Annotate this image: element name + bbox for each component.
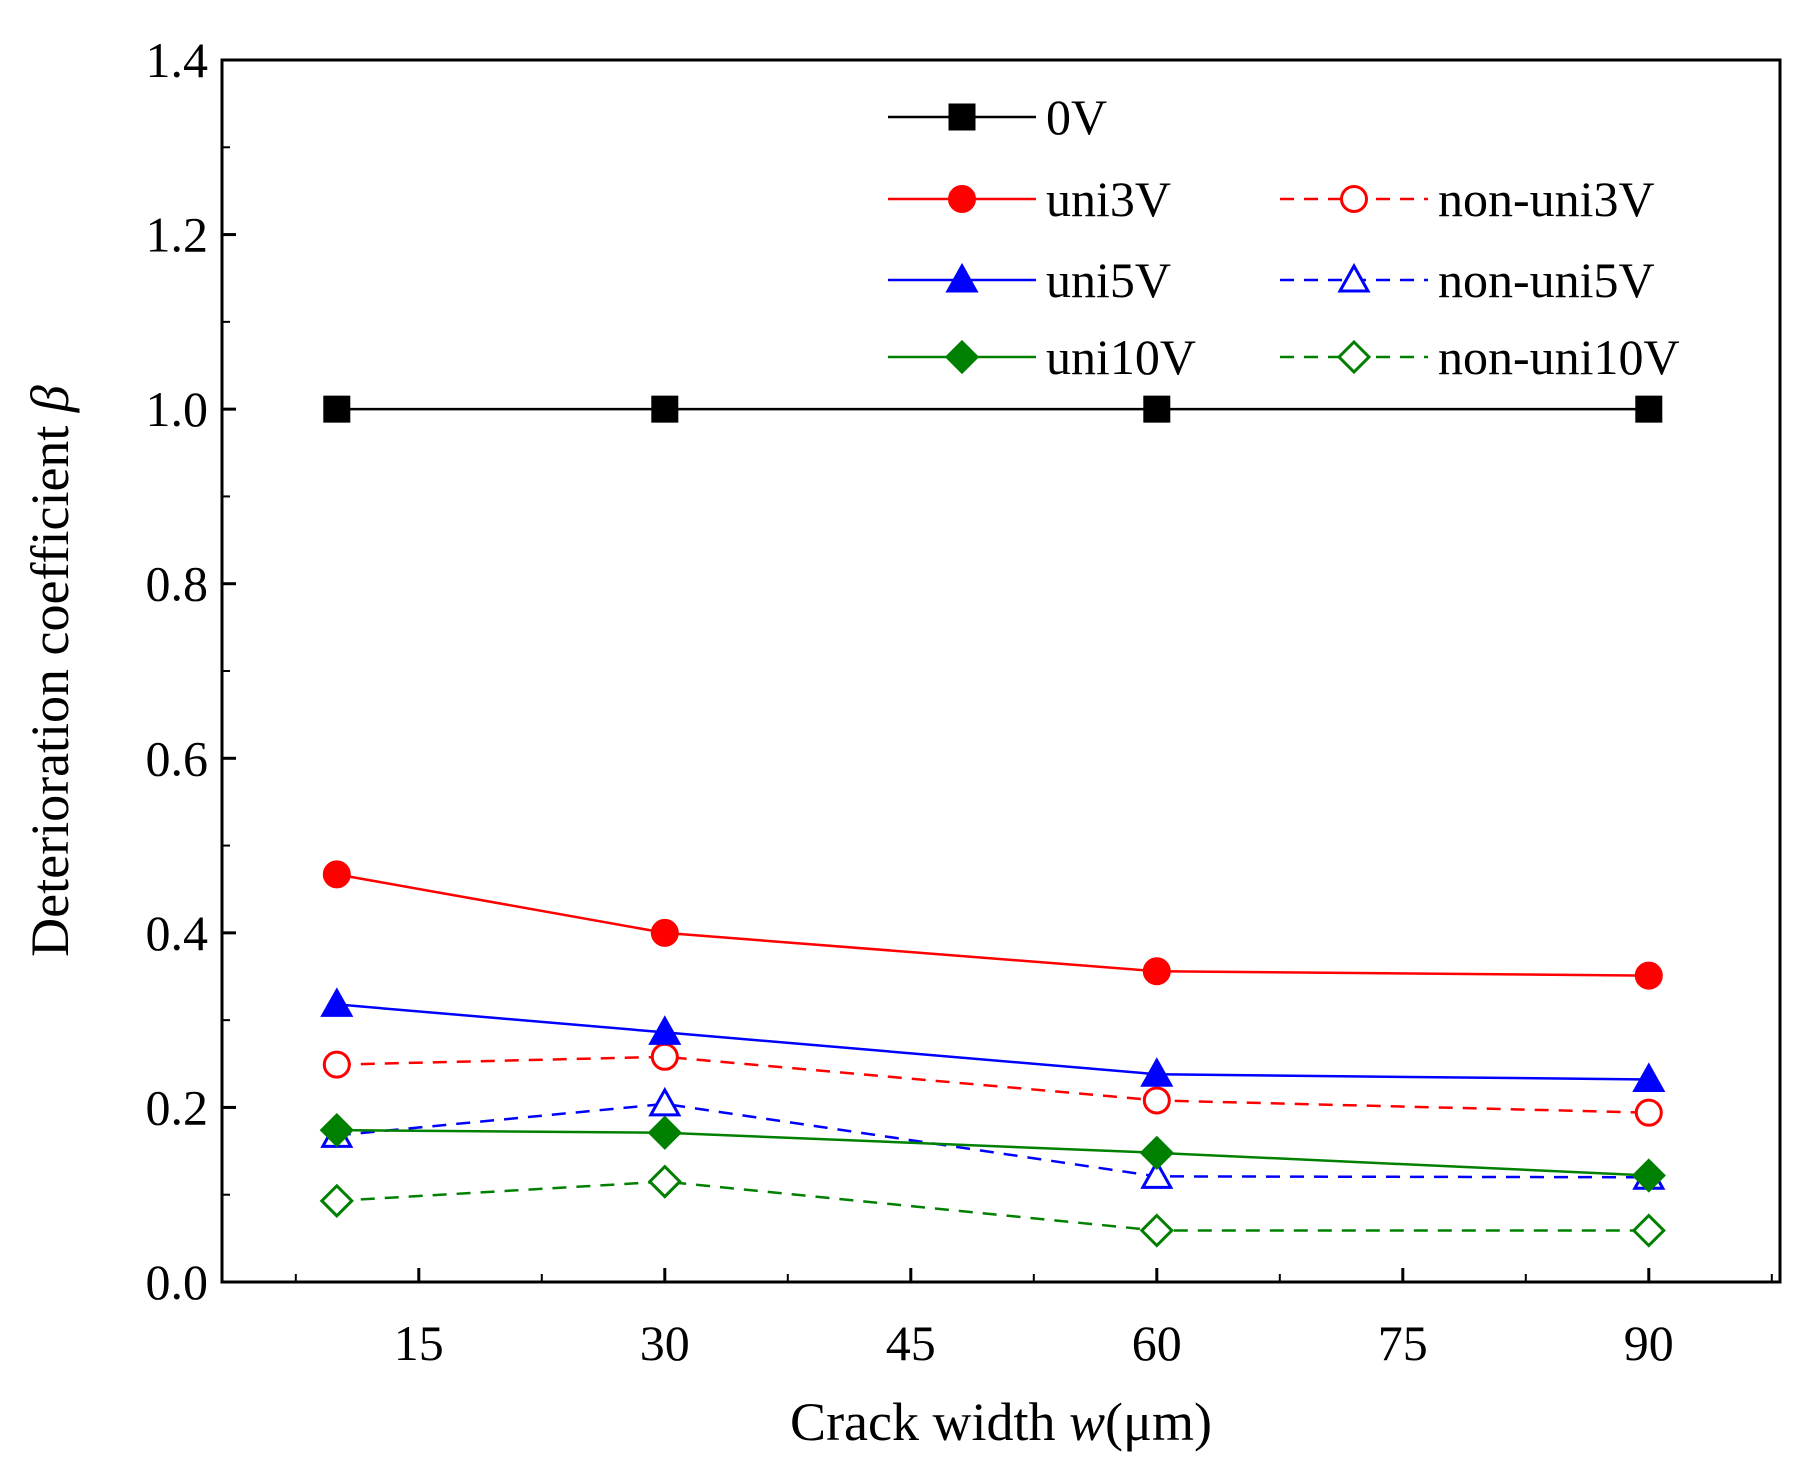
legend-label-non-uni10v: non-uni10V: [1438, 329, 1680, 385]
x-axis-label-suffix: (μm): [1105, 1392, 1212, 1452]
data-point-uni10v-3: [1631, 1158, 1666, 1193]
data-point-non-uni10v-3: [1631, 1213, 1666, 1248]
series-line-non-uni10v: [336, 1180, 1649, 1232]
x-axis-label-prefix: Crack width: [790, 1392, 1069, 1452]
y-axis-label-symbol: β: [20, 385, 80, 413]
y-tick-label-5: 1.0: [146, 381, 209, 437]
data-point-uni10v-1: [647, 1115, 682, 1150]
data-point-uni3v-0: [322, 860, 351, 889]
legend-label-uni10v: uni10V: [1046, 329, 1196, 385]
legend-marker-non-uni10v: [1336, 339, 1372, 375]
y-tick-label-4: 0.8: [146, 556, 209, 612]
legend: 0V uni3V non-uni3V uni5V non-uni5V uni10V non-…: [888, 89, 1680, 385]
legend-marker-non-uni3v: [1340, 185, 1368, 213]
data-point-uni5v-1: [648, 1015, 682, 1045]
x-tick-label-1: 30: [640, 1315, 690, 1371]
y-tick-label-1: 0.2: [146, 1079, 209, 1135]
y-tick-label-6: 1.2: [146, 207, 209, 263]
x-axis-label: Crack width w(μm): [790, 1392, 1212, 1452]
series-uni5v: [320, 987, 1666, 1092]
x-tick-label-4: 75: [1378, 1315, 1428, 1371]
series-non-uni3v: [322, 1042, 1663, 1127]
legend-label-uni5v: uni5V: [1046, 252, 1171, 308]
series-uni10v: [319, 1113, 1666, 1193]
data-point-uni5v-3: [1632, 1062, 1666, 1092]
data-point-non-uni10v-2: [1139, 1213, 1174, 1248]
legend-item-non-uni5v: non-uni5V: [1280, 252, 1655, 308]
legend-item-uni5v: uni5V: [888, 252, 1171, 308]
legend-item-uni10v: uni10V: [888, 329, 1196, 385]
series-non-uni10v: [319, 1164, 1666, 1248]
series-line-non-uni3v: [336, 1055, 1649, 1114]
legend-marker-0v: [948, 103, 976, 131]
data-point-non-uni5v-2: [1140, 1159, 1174, 1189]
data-point-non-uni3v-1: [650, 1042, 679, 1071]
legend-marker-non-uni5v: [1337, 262, 1371, 293]
x-tick-label-5: 90: [1624, 1315, 1674, 1371]
legend-item-non-uni10v: non-uni10V: [1280, 329, 1680, 385]
legend-marker-uni10v: [944, 339, 980, 375]
data-point-uni3v-1: [650, 918, 679, 947]
data-point-uni10v-2: [1139, 1135, 1174, 1170]
series-line-uni5v: [336, 1003, 1649, 1081]
x-tick-label-0: 15: [394, 1315, 444, 1371]
data-point-uni5v-0: [320, 987, 354, 1017]
series-0v: [323, 395, 1663, 423]
data-point-0v-1: [651, 395, 679, 423]
x-tick-label-3: 60: [1132, 1315, 1182, 1371]
y-tick-label-2: 0.4: [146, 905, 209, 961]
legend-label-non-uni3v: non-uni3V: [1438, 171, 1655, 227]
data-point-0v-0: [323, 395, 351, 423]
data-point-uni3v-3: [1634, 961, 1663, 990]
x-axis-label-symbol: w: [1069, 1392, 1105, 1452]
legend-marker-uni3v: [948, 185, 976, 213]
legend-marker-uni5v: [945, 262, 979, 293]
data-point-0v-2: [1143, 395, 1171, 423]
legend-label-non-uni5v: non-uni5V: [1438, 252, 1655, 308]
tick-layer: 0.0 0.2 0.4 0.6 0.8 1.0 1.2 1.4 15 30 45 60 75 90: [146, 32, 1773, 1371]
x-tick-label-2: 45: [886, 1315, 936, 1371]
data-point-uni10v-0: [319, 1113, 354, 1148]
data-point-non-uni10v-1: [647, 1164, 682, 1199]
series-layer: [319, 395, 1666, 1248]
legend-label-0v: 0V: [1046, 89, 1107, 145]
series-non-uni5v: [320, 1086, 1666, 1190]
plot-frame: [220, 58, 1782, 1284]
data-point-non-uni3v-2: [1142, 1086, 1171, 1115]
legend-label-uni3v: uni3V: [1046, 171, 1171, 227]
y-tick-label-7: 1.4: [146, 32, 209, 88]
series-line-uni10v: [336, 1128, 1649, 1177]
data-point-uni5v-2: [1140, 1057, 1174, 1087]
data-point-uni3v-2: [1142, 957, 1171, 986]
y-tick-label-3: 0.6: [146, 730, 209, 786]
series-line-uni3v: [336, 873, 1649, 977]
series-line-non-uni5v: [336, 1102, 1649, 1179]
data-point-0v-3: [1635, 395, 1663, 423]
y-axis-label-prefix: Deterioration coefficient: [20, 412, 80, 957]
data-point-non-uni10v-0: [319, 1183, 354, 1218]
data-point-non-uni3v-0: [322, 1050, 351, 1079]
legend-item-0v: 0V: [888, 89, 1107, 145]
y-tick-label-0: 0.0: [146, 1254, 209, 1310]
data-point-non-uni3v-3: [1634, 1098, 1663, 1127]
y-axis-label: Deterioration coefficient β: [20, 385, 80, 957]
legend-item-uni3v: uni3V: [888, 171, 1171, 227]
legend-item-non-uni3v: non-uni3V: [1280, 171, 1655, 227]
series-uni3v: [322, 860, 1663, 990]
data-point-non-uni5v-1: [648, 1086, 682, 1117]
